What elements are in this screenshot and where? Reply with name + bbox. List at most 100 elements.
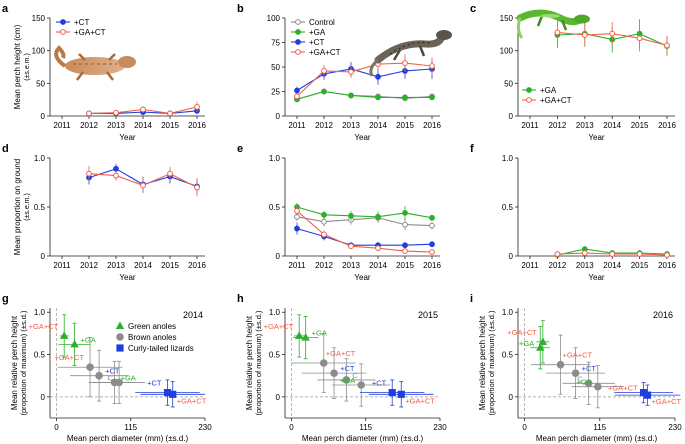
legend-swatch-marker (295, 29, 301, 35)
panel-label-d: d (2, 143, 9, 155)
series-line-ct (296, 68, 433, 91)
scatter-point-square: +GA+CT (140, 381, 207, 408)
legend-item-a-gact: +GA+CT (56, 28, 106, 37)
y-tick-label-a: 50 (36, 79, 45, 88)
x-tick-label-c: 2014 (603, 121, 621, 130)
data-point-gact (402, 60, 408, 66)
scatter-point-square: +GA+CT (608, 382, 674, 404)
point-label: +GA+CT (563, 351, 593, 360)
data-point-gact (664, 42, 670, 49)
y-axis-sublabel-d: (±s.e.m.) (24, 193, 31, 221)
data-point-ga (429, 214, 435, 221)
panel-i: i 0 0.5 1.0 0 115 230 Mean perch diameter (mm) … (470, 293, 682, 443)
y-tick-label-f: 0.5 (502, 203, 514, 212)
point-label: +GA+CT (608, 384, 638, 393)
x-axis-label-f: Year (588, 273, 605, 282)
data-point-ga (321, 88, 327, 95)
data-point-ga (429, 94, 435, 101)
y-axis-sublabel-a: (±s.e.m.) (24, 53, 31, 81)
scatter-point-circle: C (93, 360, 145, 405)
series-b-control (294, 88, 435, 103)
data-point-gact (113, 109, 119, 116)
scatter-point-circle: +CT (546, 347, 606, 399)
x-tick-label-b: 2014 (369, 121, 387, 130)
point-label: +CT (372, 379, 387, 388)
legend-label: +GA+CT (540, 96, 572, 105)
point-marker (295, 331, 304, 339)
x-axis-label-c: Year (588, 133, 605, 142)
point-label: +GA+CT (54, 353, 84, 362)
legend-swatch-marker (526, 97, 532, 103)
scatter-point-circle: +GA (571, 365, 624, 409)
point-marker (594, 382, 602, 391)
y-tick-label-e: 1.0 (269, 154, 281, 163)
data-point-gact (429, 63, 435, 69)
data-point-ga (348, 212, 354, 219)
data-point-control (402, 221, 408, 228)
data-point-gact (581, 32, 588, 38)
y-tick-label-d: 0 (41, 252, 46, 261)
x-tick-label-d: 2013 (107, 261, 125, 270)
legend-marker (116, 333, 124, 341)
y-tick-label-e: 0 (276, 252, 281, 261)
panel-label-h: h (237, 293, 244, 305)
panel-a: a 0 50 100 150 2011 2012 2013 2014 2015 2016 Year Me… (2, 3, 206, 142)
y-tick-label-g: 1.0 (34, 308, 46, 317)
series-e-gact (294, 206, 435, 255)
x-axis-label-d: Year (119, 273, 136, 282)
point-marker (169, 390, 177, 398)
series-line-ct (296, 228, 433, 246)
y-tick-label-c: 100 (500, 47, 514, 56)
legend-swatch-marker (295, 19, 301, 25)
point-label: +GA+CT (29, 322, 59, 331)
y-axis-sublabel-h: (proportion of maximum) (±s.d.) (254, 310, 263, 415)
panel-h: h 0 0.5 1.0 0 115 230 Mean perch diameter (mm) … (237, 293, 447, 443)
series-line-control (296, 90, 433, 100)
point-label: +GA (312, 329, 327, 338)
year-label-g: 2014 (183, 310, 203, 320)
x-tick-label-h: 0 (289, 423, 294, 432)
point-marker (319, 359, 328, 367)
legend-item-circle: Brown anoles (116, 333, 176, 342)
data-point-gact (113, 172, 119, 179)
legend-item-b-ga: +GA (291, 28, 326, 37)
point-label: +GA+CT (652, 397, 682, 406)
data-point-gact (636, 35, 643, 42)
x-tick-label-b: 2013 (342, 121, 360, 130)
point-label: +CT (340, 364, 355, 373)
y-tick-label-c: 150 (500, 14, 514, 23)
point-label: +GA+CT (326, 349, 356, 358)
x-tick-label-c: 2012 (549, 121, 567, 130)
x-tick-label-d: 2012 (80, 261, 98, 270)
y-tick-label-c: 50 (504, 79, 513, 88)
scatter-point-circle: +CT (70, 349, 129, 402)
data-point-gact (402, 248, 408, 255)
y-axis-sublabel-i: (proportion of maximum) (±s.d.) (487, 310, 496, 415)
series-f-gact (554, 250, 670, 258)
x-tick-label-b: 2011 (288, 121, 306, 130)
panel-label-g: g (2, 293, 9, 305)
scatter-point-circle: +GA +CT (291, 332, 357, 394)
data-point-control (321, 218, 327, 225)
data-point-ga (375, 94, 381, 101)
curly-tailed-lizard-photo (54, 45, 136, 81)
y-tick-label-h: 0 (276, 393, 281, 402)
series-line-ga (296, 206, 433, 219)
scatter-point-circle: +GA +CT (54, 337, 123, 398)
legend-swatch-marker (526, 87, 532, 93)
series-line-gact (296, 62, 433, 97)
x-tick-label-f: 2012 (549, 261, 567, 270)
scatter-point-triangle: +GA (292, 316, 327, 360)
data-point-gact (554, 251, 561, 257)
y-tick-label-d: 0.5 (34, 203, 46, 212)
y-tick-label-g: 0 (41, 393, 46, 402)
scatter-point-triangle: +GA (519, 326, 551, 370)
data-point-ct (294, 225, 300, 232)
data-point-ga (402, 94, 408, 101)
x-tick-label-e: 2012 (315, 261, 333, 270)
scatter-point-triangle: +GA+CT (264, 314, 305, 358)
brown-anole-photo (369, 30, 452, 77)
x-tick-label-d: 2011 (53, 261, 71, 270)
point-marker (640, 389, 648, 397)
